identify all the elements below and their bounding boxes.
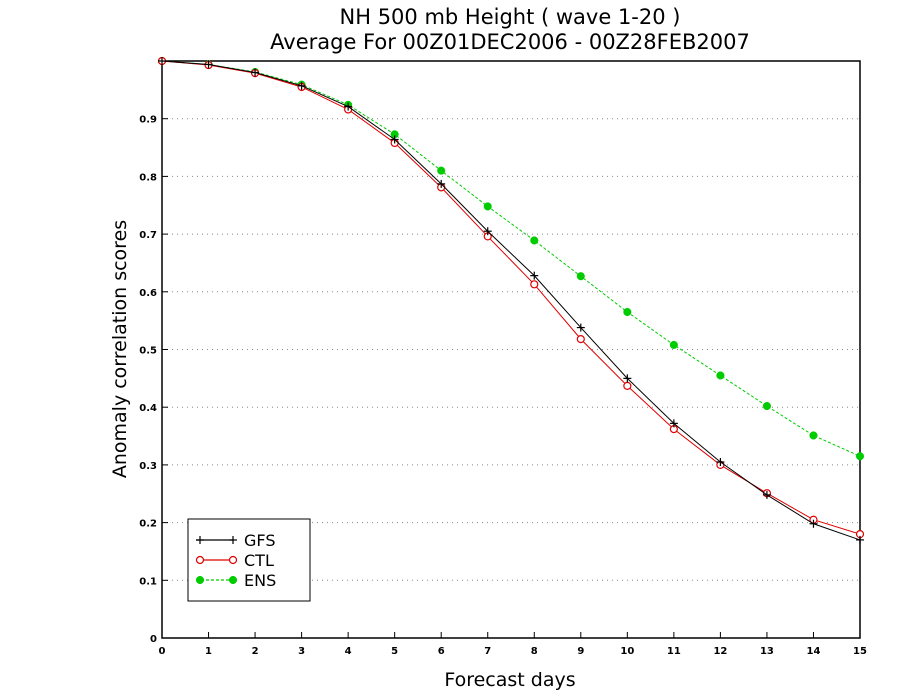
x-tick-label: 14 xyxy=(807,646,821,657)
series-gfs-marker xyxy=(251,68,260,77)
series-gfs-marker xyxy=(856,535,864,544)
x-tick-label: 12 xyxy=(713,646,727,657)
series-ens-line xyxy=(161,60,861,457)
series-ens-marker xyxy=(855,452,865,461)
x-axis-label: Forecast days xyxy=(444,669,575,691)
legend-gfs-start-marker xyxy=(196,536,204,544)
series-ens xyxy=(157,56,865,461)
x-tick-label: 10 xyxy=(620,646,634,657)
series-gfs-marker xyxy=(483,227,492,236)
legend-gfs: GFS xyxy=(196,531,275,550)
legend-ctl-label: CTL xyxy=(244,551,274,570)
x-tick-label: 6 xyxy=(438,646,445,657)
legend-ens-start-marker xyxy=(195,575,205,585)
series-gfs-marker xyxy=(158,57,166,65)
y-tick-label: 0.2 xyxy=(139,519,157,530)
x-tick-label: 1 xyxy=(205,646,212,657)
series-gfs-marker xyxy=(437,179,446,188)
y-tick-label: 0.6 xyxy=(139,288,157,299)
series-ens-marker xyxy=(716,371,725,380)
y-tick-label: 0.9 xyxy=(139,115,157,126)
y-tick-label: 0.5 xyxy=(139,346,157,357)
x-tick-label: 8 xyxy=(531,646,538,657)
series-gfs-marker xyxy=(809,519,818,528)
series-gfs-marker xyxy=(669,419,678,428)
series-ctl-line xyxy=(161,60,861,535)
series-ens-marker xyxy=(809,431,818,440)
y-tick-label: 0 xyxy=(150,634,157,645)
series-ctl xyxy=(157,56,865,539)
series-ens-marker xyxy=(576,272,585,281)
series-gfs-marker xyxy=(762,490,771,499)
series-ctl-marker xyxy=(530,280,539,289)
series-gfs-marker xyxy=(623,374,632,383)
chart-title: NH 500 mb Height ( wave 1-20 ) xyxy=(340,5,681,29)
legend-ctl: CTL xyxy=(195,551,274,570)
legend-ctl-start-marker xyxy=(195,555,205,565)
x-tick-label: 11 xyxy=(667,646,681,657)
series-gfs-marker xyxy=(390,135,399,144)
series-ctl-marker xyxy=(576,335,585,344)
series-ens-marker xyxy=(623,307,632,317)
series-gfs-line xyxy=(161,60,861,541)
series-ens-marker xyxy=(669,340,678,349)
ticks: 0 1 2 3 4 5 6 7 8 9 10 11 12 13 14 1500.10.20.30.40.50.… xyxy=(139,115,867,657)
y-tick-label: 0.4 xyxy=(139,403,157,414)
series-ens-marker xyxy=(762,401,771,411)
legend-ens: ENS xyxy=(195,571,276,590)
y-axis-label: Anomaly correlation scores xyxy=(109,220,131,478)
series-ens-marker xyxy=(437,166,446,175)
y-tick-label: 0.8 xyxy=(139,172,157,183)
series-gfs xyxy=(158,57,864,544)
x-tick-label: 7 xyxy=(484,646,491,657)
legend-gfs-end-marker xyxy=(229,536,237,544)
series-gfs-marker xyxy=(204,60,213,69)
x-tick-label: 4 xyxy=(345,646,352,657)
x-tick-label: 0 xyxy=(159,646,166,657)
x-tick-label: 15 xyxy=(853,646,867,657)
legend-gfs-label: GFS xyxy=(244,531,275,550)
series-ens-marker xyxy=(530,236,539,245)
y-tick-label: 0.7 xyxy=(139,230,157,241)
series-gfs-marker xyxy=(576,323,585,332)
legend-ens-end-marker xyxy=(228,575,238,585)
y-tick-label: 0.3 xyxy=(139,461,157,472)
series-layer xyxy=(157,56,865,544)
series-gfs-marker xyxy=(344,102,353,111)
x-tick-label: 2 xyxy=(252,646,259,657)
grid xyxy=(162,118,860,581)
series-gfs-marker xyxy=(530,271,539,280)
y-tick-label: 0.1 xyxy=(139,576,157,587)
series-gfs-marker xyxy=(716,458,725,467)
series-gfs-marker xyxy=(297,81,306,90)
x-tick-label: 9 xyxy=(577,646,584,657)
x-tick-label: 13 xyxy=(760,646,774,657)
series-ens-marker xyxy=(483,202,492,211)
series-ctl-marker xyxy=(623,381,632,390)
legend-ctl-end-marker xyxy=(228,555,238,565)
x-tick-label: 5 xyxy=(391,646,398,657)
legend-ens-label: ENS xyxy=(244,571,276,590)
x-tick-label: 3 xyxy=(298,646,305,657)
chart-subtitle: Average For 00Z01DEC2006 - 00Z28FEB2007 xyxy=(270,30,750,54)
